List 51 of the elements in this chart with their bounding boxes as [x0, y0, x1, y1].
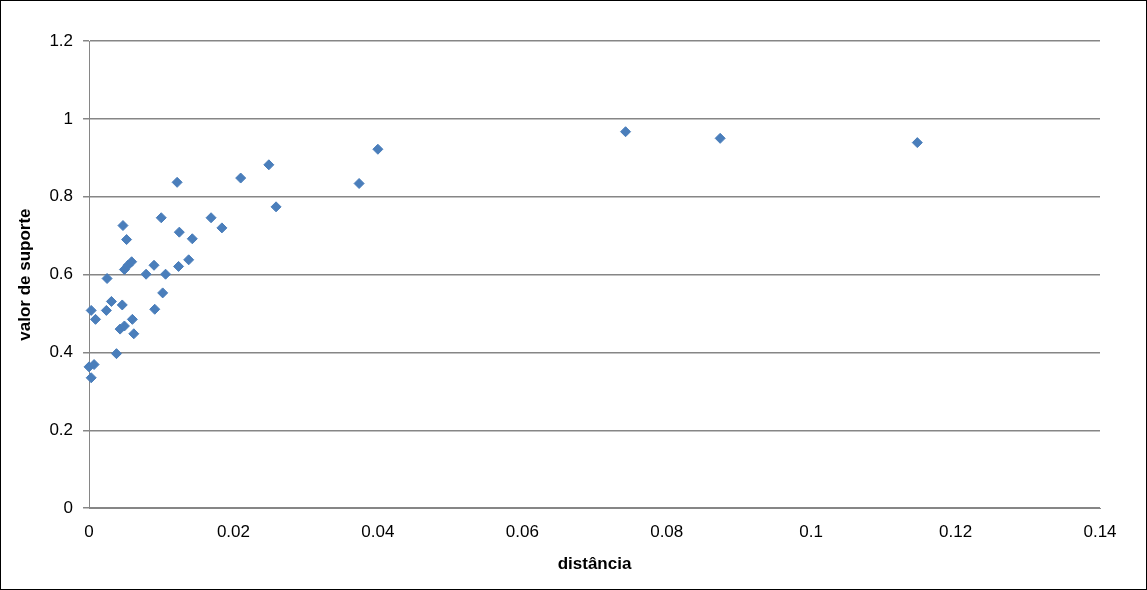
point — [85, 304, 97, 316]
y-tick-label: 0.8 — [49, 186, 74, 206]
point — [171, 176, 183, 188]
point — [620, 126, 632, 138]
point — [173, 260, 185, 272]
point — [90, 313, 102, 325]
point — [270, 201, 282, 213]
point — [117, 220, 129, 232]
point — [140, 268, 152, 280]
point — [160, 268, 172, 280]
point — [372, 143, 384, 155]
x-tick-label: 0.06 — [505, 522, 539, 542]
y-tick-label: 1 — [63, 108, 74, 128]
point — [110, 348, 122, 360]
point — [353, 178, 365, 189]
point — [148, 259, 160, 271]
point — [126, 313, 138, 325]
x-tick-label: 0.08 — [650, 522, 684, 542]
point — [911, 137, 923, 149]
x-tick-label: 0.02 — [216, 522, 250, 542]
point — [157, 287, 169, 299]
point — [714, 132, 726, 144]
y-tick-label: 1.2 — [49, 30, 74, 50]
point — [121, 234, 133, 246]
y-tick-label: 0.4 — [49, 342, 74, 362]
x-tick-label: 0.04 — [361, 522, 395, 542]
y-tick-label: 0.2 — [49, 420, 74, 440]
point — [263, 159, 275, 171]
point — [85, 372, 97, 384]
x-tick-label: 0.14 — [1083, 522, 1117, 542]
point — [105, 295, 117, 307]
point — [186, 233, 198, 245]
point — [128, 328, 140, 340]
x-tick-label: 0 — [84, 522, 94, 542]
point — [205, 212, 217, 224]
x-tick-label: 0.12 — [939, 522, 973, 542]
x-axis-title: distância — [557, 554, 632, 574]
point — [100, 304, 112, 316]
point — [216, 222, 228, 234]
point — [149, 303, 161, 315]
point — [116, 299, 128, 311]
point — [173, 226, 185, 238]
point — [183, 254, 195, 266]
point — [155, 212, 167, 224]
point — [122, 259, 134, 271]
x-tick-label: 0.1 — [799, 522, 823, 542]
y-tick-label: 0 — [63, 497, 74, 517]
y-tick-label: 0.6 — [49, 264, 74, 284]
y-axis-title: valor de suporte — [14, 208, 34, 341]
point — [235, 172, 247, 184]
point — [101, 272, 113, 284]
